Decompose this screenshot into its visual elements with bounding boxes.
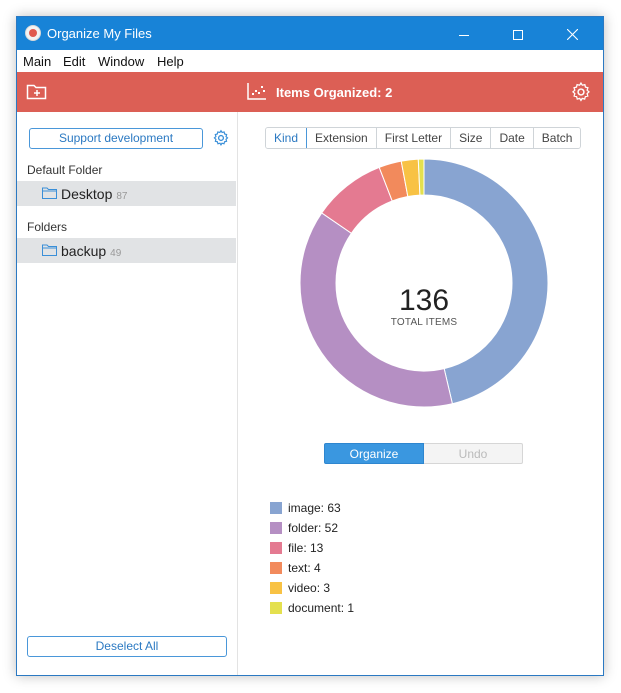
app-window: Organize My Files Main Edit Window Help xyxy=(16,16,604,676)
legend-swatch xyxy=(270,522,282,534)
items-organized-count: 2 xyxy=(385,85,393,100)
legend-swatch xyxy=(270,542,282,554)
legend-swatch xyxy=(270,562,282,574)
items-organized-label: Items Organized: xyxy=(276,85,382,100)
toolbar: Items Organized: 2 xyxy=(17,72,603,112)
organize-button[interactable]: Organize xyxy=(324,443,424,464)
items-organized-status: Items Organized: 2 xyxy=(276,85,392,100)
menu-help[interactable]: Help xyxy=(157,54,184,69)
app-icon xyxy=(25,25,41,41)
menu-main[interactable]: Main xyxy=(23,54,52,69)
close-icon xyxy=(566,28,578,41)
maximize-icon xyxy=(513,29,523,40)
settings-gear-icon[interactable] xyxy=(570,81,592,106)
sidebar-settings-gear-icon[interactable] xyxy=(212,129,230,150)
tab-date[interactable]: Date xyxy=(491,128,534,148)
maximize-button[interactable] xyxy=(495,17,541,50)
total-items-count: 136 xyxy=(398,284,450,317)
folder-name: Desktop 87 xyxy=(61,186,127,202)
title-bar: Organize My Files xyxy=(17,17,603,50)
folder-name: backup 49 xyxy=(61,243,121,259)
support-development-button[interactable]: Support development xyxy=(29,128,203,149)
legend-label: image: 63 xyxy=(288,501,341,515)
sort-mode-tabs: Kind Extension First Letter Size Date Ba… xyxy=(265,127,582,149)
donut-slice-document xyxy=(417,159,425,196)
menu-bar: Main Edit Window Help xyxy=(17,50,603,72)
close-button[interactable] xyxy=(549,17,595,50)
menu-edit[interactable]: Edit xyxy=(63,54,86,69)
new-folder-icon[interactable] xyxy=(26,81,48,104)
minimize-button[interactable] xyxy=(441,17,487,50)
main-panel: Kind Extension First Letter Size Date Ba… xyxy=(238,112,603,675)
folders-heading: Folders xyxy=(27,220,68,234)
folder-item-backup[interactable]: backup 49 xyxy=(17,238,236,263)
legend-swatch xyxy=(270,602,282,614)
legend-label: video: 3 xyxy=(288,581,331,595)
default-folder-heading: Default Folder xyxy=(27,163,103,177)
undo-button[interactable]: Undo xyxy=(424,443,523,464)
window-title: Organize My Files xyxy=(47,26,152,41)
tab-extension[interactable]: Extension xyxy=(307,128,377,148)
tab-size[interactable]: Size xyxy=(451,128,492,148)
menu-window[interactable]: Window xyxy=(98,54,145,69)
folder-name-text: Desktop xyxy=(61,186,113,202)
legend-swatch xyxy=(270,502,282,514)
minimize-icon xyxy=(459,34,469,36)
folder-name-text: backup xyxy=(61,243,107,259)
folder-icon xyxy=(42,187,57,202)
scatter-chart-icon xyxy=(246,81,268,104)
legend-label: folder: 52 xyxy=(288,521,339,535)
donut-slice-image xyxy=(423,159,548,405)
kind-donut-chart xyxy=(300,159,548,407)
sidebar: Support development Default Folder Deskt… xyxy=(17,112,238,675)
donut-slice-folder xyxy=(300,212,453,407)
deselect-all-button[interactable]: Deselect All xyxy=(27,636,227,657)
tab-first-letter[interactable]: First Letter xyxy=(376,128,452,148)
legend-swatch xyxy=(270,582,282,594)
legend-label: file: 13 xyxy=(288,541,324,555)
default-folder-item[interactable]: Desktop 87 xyxy=(17,181,236,206)
folder-icon xyxy=(42,244,57,259)
legend-label: document: 1 xyxy=(288,601,355,615)
tab-batch[interactable]: Batch xyxy=(533,128,581,148)
legend-label: text: 4 xyxy=(288,561,321,575)
total-items-label: TOTAL ITEMS xyxy=(390,317,458,328)
folder-count: 49 xyxy=(110,248,122,259)
folder-count: 87 xyxy=(116,191,128,202)
tab-kind[interactable]: Kind xyxy=(266,128,308,148)
